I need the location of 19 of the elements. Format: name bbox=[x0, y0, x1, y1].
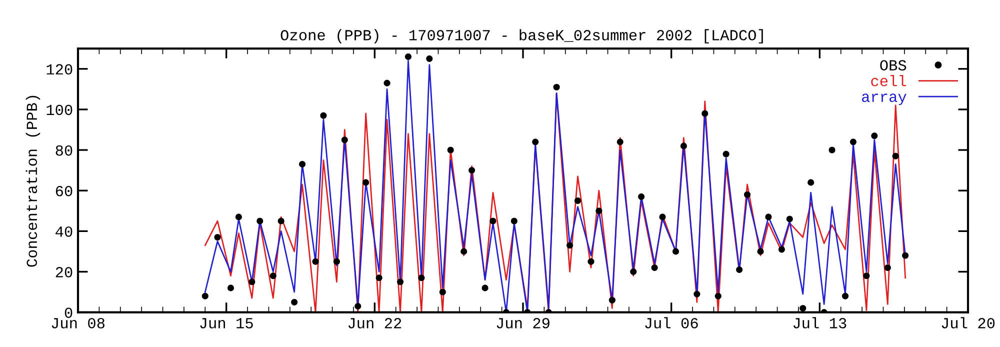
x-tick-label: Jun 22 bbox=[348, 318, 402, 328]
y-tick-label: 100 bbox=[46, 104, 72, 116]
y-tick-label: 80 bbox=[56, 145, 72, 156]
x-tick-label: Jun 08 bbox=[52, 318, 104, 328]
legend-label: OBS bbox=[880, 60, 906, 70]
legend-label: cell bbox=[871, 75, 906, 86]
x-tick-label: Jun 15 bbox=[200, 318, 253, 328]
y-axis-title: Concentration (PPB) bbox=[26, 96, 40, 267]
y-tick-label: 0 bbox=[64, 308, 72, 318]
y-tick-label: 60 bbox=[56, 186, 72, 196]
chart-title: Ozone (PPB) - 170971007 - baseK_02summer 2002 [LADCO] bbox=[280, 29, 763, 44]
y-tick-label: 20 bbox=[56, 267, 72, 278]
x-tick-label: Jul 20 bbox=[942, 317, 995, 328]
y-tick-label: 120 bbox=[46, 64, 72, 75]
x-tick-label: Jul 13 bbox=[793, 317, 846, 328]
legend-label: array bbox=[862, 94, 906, 106]
x-tick-label: Jun 29 bbox=[496, 318, 550, 328]
x-tick-label: Jul 06 bbox=[645, 317, 698, 328]
y-tick-label: 40 bbox=[56, 226, 72, 237]
